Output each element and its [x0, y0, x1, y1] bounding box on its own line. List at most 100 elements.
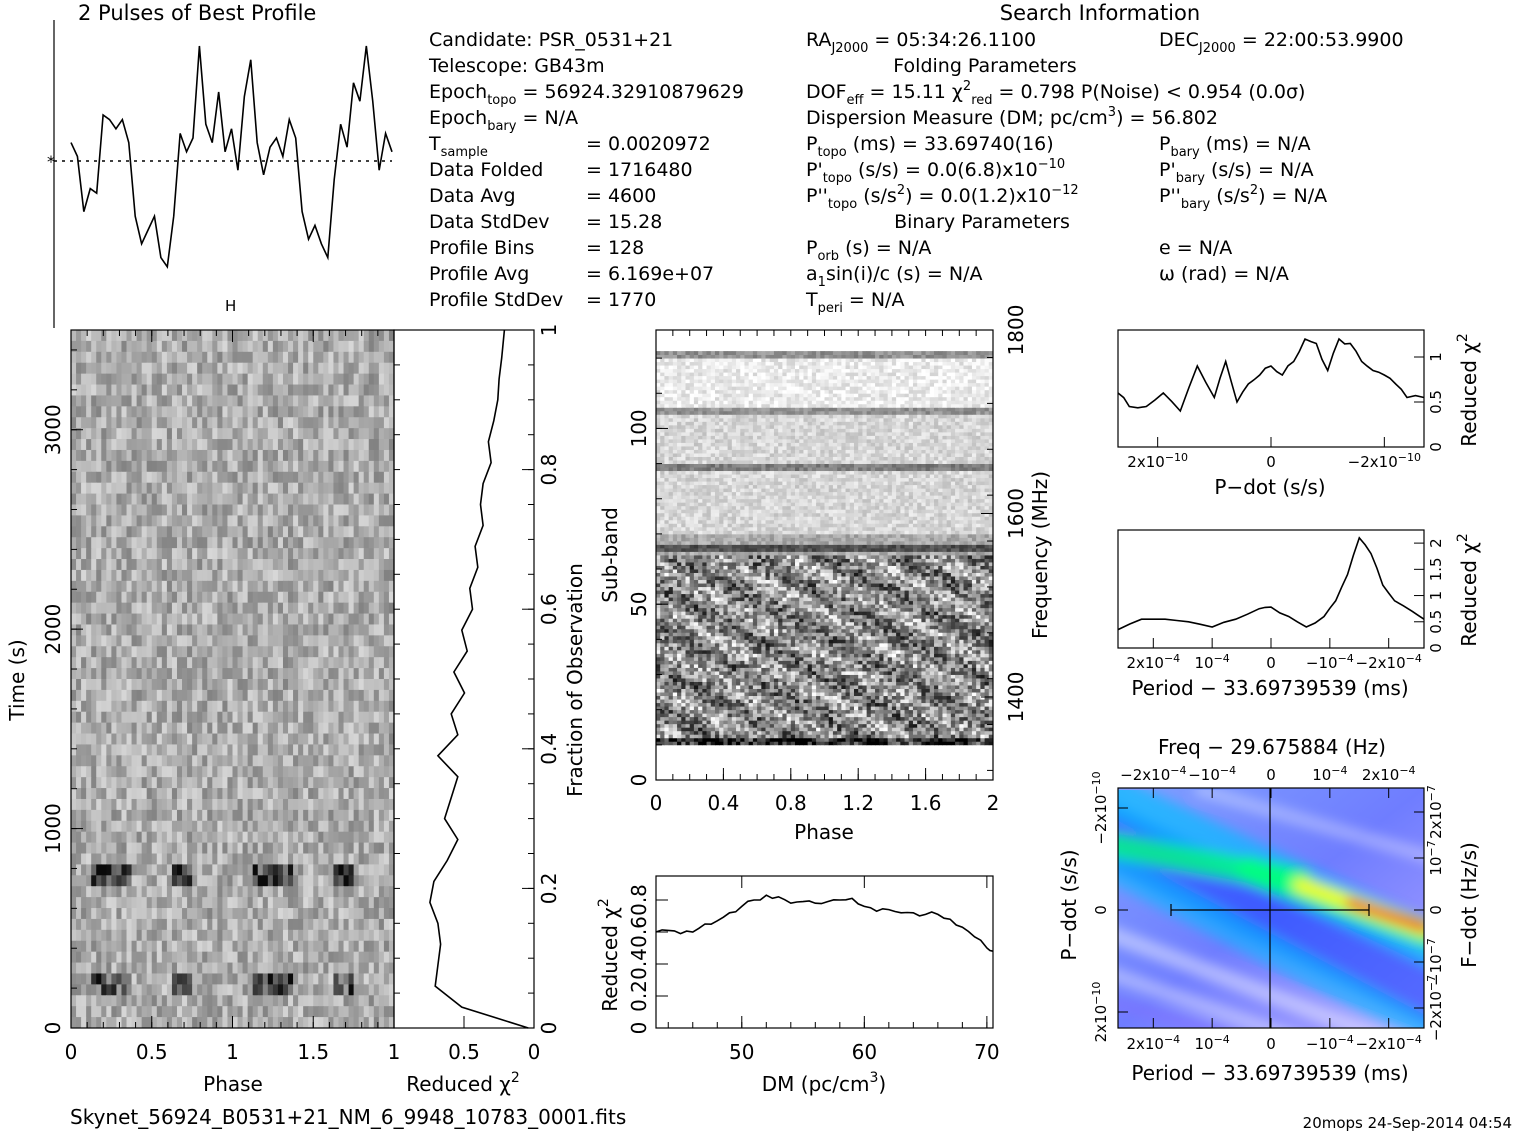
time-phase-cell — [368, 777, 375, 789]
time-phase-cell — [358, 679, 365, 691]
subband-cell — [832, 723, 838, 728]
time-phase-cell — [116, 657, 123, 669]
time-phase-cell — [333, 537, 340, 549]
time-phase-cell — [293, 908, 299, 920]
time-phase-cell — [232, 722, 239, 735]
time-phase-cell — [136, 700, 143, 713]
time-phase-cell — [313, 330, 319, 342]
time-phase-cell — [242, 471, 249, 484]
time-phase-cell — [313, 537, 319, 549]
subband-cell — [685, 734, 691, 739]
time-phase-cell — [237, 689, 244, 702]
subband-cell — [790, 720, 796, 725]
time-phase-cell — [318, 689, 324, 702]
time-phase-cell — [141, 471, 148, 484]
time-phase-cell — [161, 788, 168, 800]
time-phase-cell — [222, 853, 229, 866]
time-phase-cell — [318, 831, 324, 844]
time-phase-cell — [187, 788, 193, 800]
time-phase-cell — [333, 395, 340, 407]
time-phase-cell — [328, 929, 335, 942]
time-phase-cell — [378, 722, 385, 735]
time-phase-cell — [308, 722, 314, 735]
time-phase-cell — [91, 722, 97, 735]
time-phase-cell — [232, 842, 239, 855]
time-phase-cell — [267, 940, 274, 953]
time-phase-cell — [136, 886, 143, 898]
time-phase-cell — [96, 886, 102, 898]
time-phase-cell — [101, 351, 107, 364]
subband-cell — [858, 727, 863, 732]
time-phase-cell — [202, 580, 208, 593]
time-phase-cell — [156, 875, 163, 887]
time-phase-cell — [81, 624, 87, 636]
time-phase-cell — [197, 384, 203, 397]
time-phase-cell — [187, 471, 193, 484]
time-phase-cell — [161, 733, 168, 746]
time-phase-cell — [272, 908, 279, 920]
time-phase-cell — [358, 395, 365, 407]
time-phase-cell — [182, 679, 188, 691]
time-phase-cell — [146, 711, 153, 724]
subband-cell — [803, 723, 809, 728]
time-phase-cell — [272, 700, 279, 713]
subband-cell — [837, 727, 842, 732]
time-phase-cell — [298, 580, 304, 593]
time-phase-cell — [146, 853, 153, 866]
time-phase-cell — [91, 918, 97, 931]
time-phase-cell — [318, 809, 324, 822]
time-phase-cell — [383, 951, 390, 964]
time-phase-cell — [156, 449, 163, 462]
time-phase-cell — [293, 995, 299, 1007]
time-phase-cell — [373, 526, 380, 538]
time-phase-cell — [166, 798, 173, 811]
subband-cell — [959, 730, 965, 735]
subband-cell — [710, 741, 716, 746]
subband-cell — [786, 734, 792, 739]
time-phase-cell — [373, 820, 380, 833]
subband-cell — [795, 713, 800, 718]
time-phase-cell — [348, 384, 355, 397]
time-phase-cell — [207, 711, 213, 724]
time-phase-cell — [182, 733, 188, 746]
time-phase-cell — [308, 940, 314, 953]
time-phase-cell — [368, 962, 375, 975]
fraction-obs-label: Fraction of Observation — [563, 563, 587, 797]
subband-cell — [820, 727, 825, 732]
time-phase-cell — [313, 504, 319, 517]
subband-cell — [765, 734, 771, 739]
time-phase-cell — [217, 744, 224, 756]
time-phase-cell — [202, 886, 208, 898]
time-phase-cell — [187, 689, 193, 702]
time-phase-cell — [277, 940, 284, 953]
time-phase-cell — [288, 864, 294, 876]
time-phase-cell — [242, 853, 249, 866]
time-phase-cell — [207, 351, 213, 364]
time-phase-cell — [202, 515, 208, 527]
time-phase-cell — [388, 864, 394, 876]
time-phase-cell — [257, 984, 264, 996]
time-phase-cell — [111, 700, 118, 713]
time-phase-cell — [388, 962, 394, 975]
time-phase-cell — [343, 362, 350, 375]
time-phase-cell — [308, 831, 314, 844]
time-phase-cell — [222, 439, 229, 451]
subband-cell — [736, 716, 741, 721]
time-phase-cell — [136, 646, 143, 658]
subband-cell — [702, 727, 708, 732]
time-phase-cell — [116, 406, 123, 418]
time-phase-cell — [378, 635, 385, 647]
time-phase-cell — [136, 569, 143, 582]
time-phase-cell — [71, 766, 77, 778]
time-phase-cell — [318, 362, 324, 375]
time-phase-cell — [116, 395, 123, 407]
subband-cell — [887, 734, 893, 739]
time-phase-cell — [146, 809, 153, 822]
time-phase-cell — [242, 624, 249, 636]
time-phase-cell — [222, 428, 229, 440]
time-phase-cell — [171, 700, 178, 713]
time-phase-cell — [252, 417, 259, 429]
time-phase-cell — [151, 842, 158, 855]
time-phase-cell — [267, 995, 274, 1007]
time-phase-cell — [101, 831, 107, 844]
